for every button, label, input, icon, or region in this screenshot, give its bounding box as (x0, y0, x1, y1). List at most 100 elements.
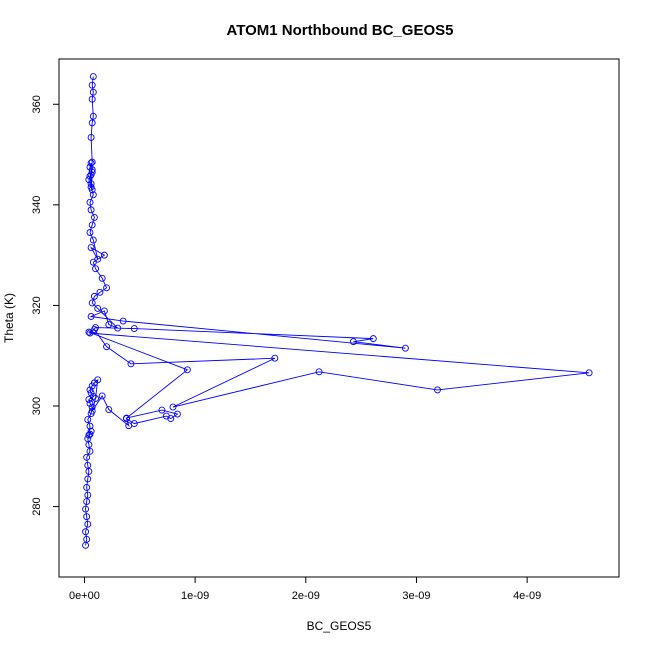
data-point (88, 119, 96, 127)
data-point (86, 229, 94, 236)
data-point (86, 386, 94, 394)
data-point (84, 461, 92, 469)
data-point (87, 171, 95, 179)
data-point (183, 366, 191, 374)
data-point (84, 520, 92, 528)
data-point (434, 386, 441, 394)
data-point (84, 475, 92, 483)
data-point (83, 513, 91, 521)
y-tick-label: 360 (31, 95, 43, 113)
data-point (369, 335, 377, 343)
y-tick-label: 340 (31, 196, 43, 214)
data-point (86, 422, 94, 430)
data-point (98, 274, 106, 282)
data-point (88, 403, 96, 411)
data-point (167, 415, 175, 423)
data-point (88, 407, 96, 415)
data-point (90, 213, 98, 221)
plot-frame (58, 58, 620, 578)
data-point (123, 414, 130, 422)
data-point (92, 265, 99, 273)
data-point (87, 206, 95, 214)
data-point (86, 172, 94, 180)
data-point (86, 400, 94, 407)
data-point (92, 395, 99, 402)
data-point (86, 329, 94, 337)
data-point (89, 112, 97, 120)
data-point (87, 313, 95, 320)
data-point (100, 251, 108, 259)
data-point (89, 236, 97, 244)
data-point (94, 304, 102, 312)
x-axis-label: BC_GEOS5 (307, 619, 372, 633)
data-point (585, 369, 593, 377)
data-point (130, 325, 138, 333)
data-point (114, 324, 122, 332)
data-point (83, 484, 91, 491)
data-point (88, 299, 96, 307)
data-point (82, 528, 90, 536)
data-point (96, 288, 104, 296)
data-point (87, 134, 95, 141)
data-point (85, 328, 93, 336)
data-point (87, 159, 95, 167)
data-point (119, 317, 127, 325)
data-point (90, 292, 98, 300)
data-series (82, 73, 593, 549)
data-point (86, 430, 94, 438)
data-point (88, 166, 96, 174)
data-point (103, 284, 111, 292)
data-point (173, 410, 181, 418)
data-point (94, 376, 102, 384)
data-point (85, 431, 93, 439)
data-point (100, 307, 108, 315)
data-point (315, 368, 323, 376)
data-point (83, 535, 91, 543)
data-point (271, 354, 279, 362)
data-point (105, 406, 113, 413)
data-point (88, 158, 96, 166)
data-point (127, 360, 135, 368)
data-point (86, 447, 94, 455)
data-point (88, 186, 96, 194)
x-axis: 0e+00 1e-09 2e-09 3e-09 4e-09 (69, 576, 541, 602)
data-point (349, 338, 357, 346)
data-point (84, 491, 92, 499)
data-point (89, 393, 97, 400)
data-point (105, 321, 113, 328)
data-point (87, 244, 95, 252)
y-tick-label: 320 (31, 296, 43, 314)
data-point (83, 498, 91, 506)
data-point (169, 403, 177, 411)
data-point (89, 73, 97, 81)
data-point (88, 95, 96, 103)
data-point (130, 420, 138, 428)
x-tick-label: 0e+00 (69, 590, 100, 602)
data-point (92, 324, 99, 332)
y-axis-label: Theta (K) (2, 293, 16, 343)
data-point (86, 198, 94, 206)
x-tick-label: 3e-09 (402, 590, 430, 602)
data-point (88, 81, 96, 89)
y-tick-label: 300 (31, 397, 43, 415)
x-tick-label: 2e-09 (292, 590, 320, 602)
data-point (94, 255, 102, 263)
y-tick-label: 280 (31, 497, 43, 515)
data-point (89, 88, 97, 96)
data-point (401, 344, 409, 352)
x-tick-label: 4e-09 (513, 590, 541, 602)
data-point (103, 343, 111, 351)
chart-title: ATOM1 Northbound BC_GEOS5 (227, 22, 454, 39)
data-point (98, 392, 106, 400)
data-point (87, 389, 95, 397)
y-axis: 280 300 320 340 360 (31, 95, 60, 516)
data-point (89, 191, 97, 199)
data-point (82, 505, 90, 513)
x-tick-label: 1e-09 (181, 590, 209, 602)
data-point (158, 406, 166, 414)
series-line (85, 76, 590, 546)
data-point (84, 416, 92, 424)
data-point (83, 453, 91, 461)
data-point (87, 427, 95, 435)
